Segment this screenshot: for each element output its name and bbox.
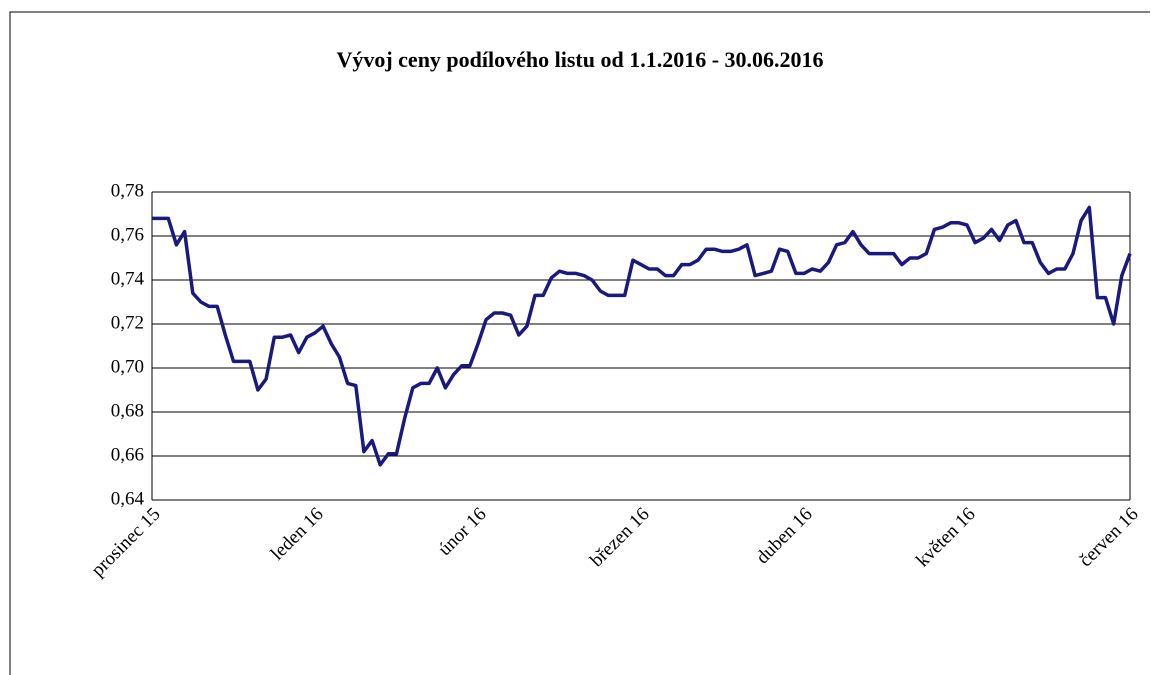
x-tick-label: únor 16 [434,504,490,560]
y-tick-label: 0,64 [111,488,145,509]
x-tick-label: březen 16 [586,504,653,571]
x-tick-label: prosinec 15 [87,504,164,581]
y-tick-label: 0,72 [111,312,144,333]
y-tick-label: 0,66 [111,444,144,465]
x-tick-label: květen 16 [912,504,979,571]
y-tick-label: 0,70 [111,356,144,377]
y-tick-label: 0,68 [111,400,144,421]
chart-title: Vývoj ceny podílového listu od 1.1.2016 … [336,47,823,72]
x-tick-label: duben 16 [752,504,816,568]
y-tick-label: 0,76 [111,224,144,245]
price-line [152,205,1132,467]
x-tick-label: červen 16 [1075,504,1142,571]
x-tick-label: leden 16 [267,504,328,565]
y-tick-label: 0,78 [111,180,144,201]
y-tick-label: 0,74 [111,268,145,289]
frame [9,11,1150,675]
